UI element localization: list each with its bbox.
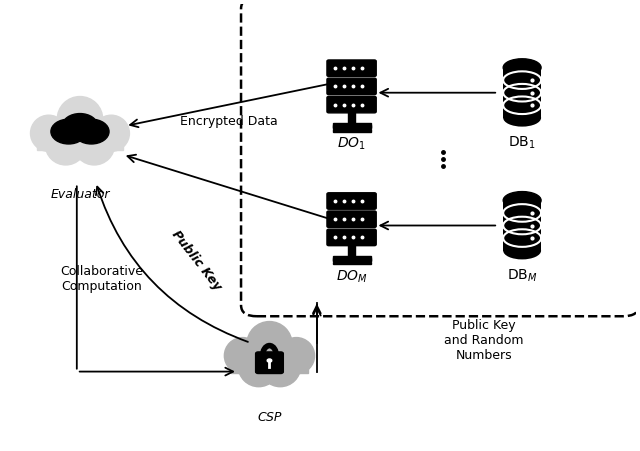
Bar [333, 125, 371, 128]
Text: $\mathit{DO}_M$: $\mathit{DO}_M$ [336, 269, 367, 285]
Ellipse shape [93, 115, 129, 152]
FancyArrowPatch shape [380, 221, 495, 230]
FancyArrowPatch shape [313, 307, 321, 316]
Text: Public Key
and Random
Numbers: Public Key and Random Numbers [445, 319, 524, 362]
Ellipse shape [503, 109, 541, 127]
Bar [503, 200, 541, 251]
FancyArrowPatch shape [380, 89, 495, 97]
Ellipse shape [503, 59, 541, 76]
Bar [348, 111, 355, 123]
FancyArrowPatch shape [130, 84, 327, 127]
FancyBboxPatch shape [327, 97, 376, 113]
Ellipse shape [238, 346, 279, 387]
Ellipse shape [31, 115, 67, 152]
Ellipse shape [225, 337, 261, 374]
FancyBboxPatch shape [327, 78, 376, 95]
Ellipse shape [503, 242, 541, 259]
Text: $\mathrm{DB}_M$: $\mathrm{DB}_M$ [507, 267, 538, 284]
Ellipse shape [45, 124, 86, 165]
FancyBboxPatch shape [327, 211, 376, 227]
FancyBboxPatch shape [327, 193, 376, 209]
FancyArrowPatch shape [313, 305, 321, 313]
Ellipse shape [74, 124, 115, 165]
Bar [37, 128, 123, 150]
Circle shape [62, 114, 98, 138]
Bar [333, 123, 371, 128]
Bar [333, 129, 371, 132]
Circle shape [74, 119, 109, 144]
Bar [231, 353, 308, 373]
FancyBboxPatch shape [327, 60, 376, 76]
FancyArrowPatch shape [79, 368, 233, 376]
FancyBboxPatch shape [241, 0, 639, 316]
Text: $\mathit{DO}_1$: $\mathit{DO}_1$ [337, 136, 366, 152]
Text: Encrypted Data: Encrypted Data [180, 115, 277, 128]
FancyArrowPatch shape [96, 187, 248, 342]
Text: $\mathrm{DB}_1$: $\mathrm{DB}_1$ [508, 135, 536, 151]
Bar [503, 68, 541, 118]
Text: CSP: CSP [257, 410, 282, 423]
Text: Evaluator: Evaluator [50, 188, 109, 201]
Bar [333, 256, 371, 261]
Ellipse shape [57, 97, 102, 142]
Ellipse shape [503, 192, 541, 209]
Ellipse shape [278, 337, 315, 374]
Bar [333, 258, 371, 261]
FancyArrowPatch shape [127, 155, 327, 218]
Ellipse shape [260, 346, 301, 387]
Circle shape [267, 359, 272, 362]
Text: Collaborative
Computation: Collaborative Computation [61, 265, 143, 293]
Ellipse shape [247, 322, 292, 366]
Text: Public Key: Public Key [170, 228, 224, 294]
Circle shape [51, 119, 86, 144]
FancyBboxPatch shape [327, 229, 376, 246]
Bar [333, 262, 371, 264]
Bar [348, 244, 355, 256]
FancyBboxPatch shape [255, 352, 284, 373]
